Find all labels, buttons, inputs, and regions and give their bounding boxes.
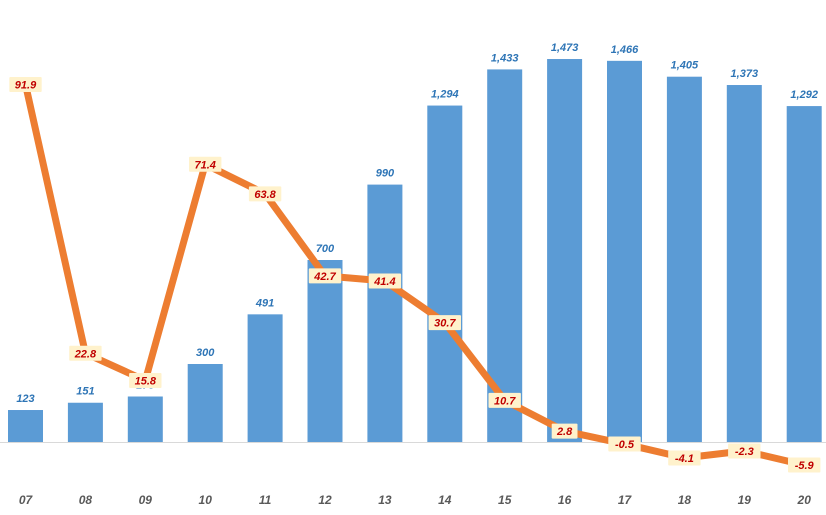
- growth-label-bg: [308, 268, 342, 284]
- bar: [786, 106, 822, 442]
- x-tick-label: 12: [318, 493, 332, 507]
- growth-value-label: 63.8: [248, 186, 282, 202]
- bar-value-label: 123: [16, 393, 34, 405]
- x-tick-label: 20: [797, 493, 812, 507]
- bar-value-label: 300: [196, 347, 215, 359]
- growth-value-label: 71.4: [189, 156, 222, 172]
- growth-value-label: -2.3: [728, 443, 761, 459]
- x-ticks-layer: 07 08 09 10 11 12 13 14 15 16 17 18 19 20: [19, 493, 811, 507]
- x-tick-label: 07: [19, 493, 34, 507]
- growth-value-label: 30.7: [428, 315, 461, 331]
- growth-label-text: 91.9: [15, 80, 37, 92]
- growth-label-text: 2.8: [556, 426, 573, 438]
- bar-value-label: 990: [376, 168, 395, 180]
- growth-label-text: -5.9: [795, 460, 815, 472]
- growth-label-bg: [668, 450, 701, 466]
- bar: [67, 402, 103, 442]
- bar-value-label: 700: [316, 243, 335, 255]
- growth-label-text: -2.3: [735, 446, 754, 458]
- bar-value-label: 1,433: [491, 52, 519, 64]
- x-tick-label: 13: [378, 493, 392, 507]
- x-tick-label: 10: [199, 493, 213, 507]
- bar: [547, 59, 583, 443]
- growth-label-text: -0.5: [615, 439, 635, 451]
- growth-label-bg: [428, 315, 461, 331]
- bar: [666, 76, 702, 442]
- x-tick-label: 18: [678, 493, 692, 507]
- bar: [427, 105, 463, 442]
- growth-value-label: 15.8: [129, 373, 162, 389]
- growth-label-bg: [488, 392, 521, 408]
- growth-label-text: 63.8: [254, 189, 276, 201]
- x-tick-label: 16: [558, 493, 572, 507]
- growth-label-text: 15.8: [135, 376, 157, 388]
- growth-label-text: -4.1: [675, 453, 694, 465]
- x-tick-label: 14: [438, 493, 452, 507]
- growth-label-text: 10.7: [494, 395, 516, 407]
- growth-label-bg: [551, 423, 578, 439]
- x-tick-label: 11: [259, 493, 272, 507]
- growth-value-label: 91.9: [9, 77, 42, 93]
- growth-value-label: -5.9: [788, 457, 821, 473]
- bar-value-label: 1,405: [671, 60, 699, 72]
- growth-value-label: -4.1: [668, 450, 701, 466]
- growth-label-text: 71.4: [194, 159, 215, 171]
- growth-value-label: 22.8: [69, 345, 102, 361]
- bar: [187, 364, 223, 442]
- growth-label-text: 30.7: [434, 318, 456, 330]
- growth-label-text: 22.8: [74, 348, 97, 360]
- growth-value-label: 2.8: [551, 423, 578, 439]
- bar-value-label: 151: [76, 386, 94, 398]
- growth-label-bg: [189, 156, 222, 172]
- bar: [247, 314, 283, 442]
- bar: [367, 184, 403, 442]
- x-tick-label: 19: [738, 493, 752, 507]
- growth-label-bg: [129, 373, 162, 389]
- bars-layer: [8, 59, 822, 443]
- growth-value-label: 42.7: [308, 268, 342, 284]
- growth-label-bg: [788, 457, 821, 473]
- growth-label-bg: [9, 77, 42, 93]
- growth-value-label: -0.5: [608, 436, 641, 452]
- x-tick-label: 08: [79, 493, 93, 507]
- growth-label-bg: [368, 273, 402, 289]
- growth-value-label: 10.7: [488, 392, 521, 408]
- x-tick-label: 09: [139, 493, 153, 507]
- growth-label-bg: [728, 443, 761, 459]
- x-tick-label: 15: [498, 493, 512, 507]
- bar: [8, 410, 43, 442]
- growth-value-label: 41.4: [368, 273, 402, 289]
- bar-value-label: 491: [255, 297, 274, 309]
- bar-value-label: 1,292: [790, 89, 818, 101]
- bar-value-label: 1,466: [611, 44, 639, 56]
- growth-label-bg: [608, 436, 641, 452]
- growth-label-text: 41.4: [373, 276, 395, 288]
- bar-value-label: 1,473: [551, 42, 579, 54]
- bar: [127, 396, 163, 442]
- bar: [607, 60, 642, 443]
- growth-labels-layer: 91.9 22.8 15.8 71.4 63.8 42.7 41.4 30.7 10.7 2.8 -…: [9, 77, 821, 473]
- growth-label-text: 42.7: [313, 271, 336, 283]
- bar-value-label: 1,373: [731, 68, 759, 80]
- growth-label-bg: [69, 345, 102, 361]
- bar: [307, 260, 343, 442]
- growth-label-bg: [248, 186, 282, 202]
- bar: [726, 85, 762, 443]
- bar-value-label: 1,294: [431, 89, 459, 101]
- x-tick-label: 17: [618, 493, 633, 507]
